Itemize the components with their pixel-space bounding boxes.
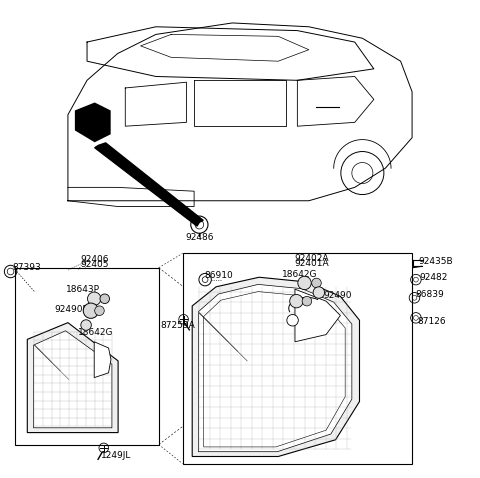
Circle shape [87,292,101,305]
Text: 18642G: 18642G [78,328,113,337]
Circle shape [100,294,109,304]
Text: 92402A: 92402A [294,254,329,262]
Polygon shape [95,143,203,226]
Polygon shape [295,289,340,342]
Text: 86910: 86910 [204,272,233,280]
Text: 92486: 92486 [185,233,214,242]
Polygon shape [192,277,360,456]
Bar [15,268,159,445]
Text: 87393: 87393 [12,263,41,272]
Polygon shape [94,342,111,378]
Circle shape [81,320,91,330]
Text: 18643P: 18643P [66,285,100,294]
Polygon shape [34,331,112,428]
Text: 18644F: 18644F [264,304,298,313]
Polygon shape [198,284,352,452]
Circle shape [290,294,303,308]
Circle shape [302,296,312,306]
Text: 87126: 87126 [417,317,445,326]
Text: 92482: 92482 [420,273,448,282]
Polygon shape [75,103,110,141]
Circle shape [313,287,324,298]
Text: 87259A: 87259A [160,322,195,330]
Circle shape [95,306,104,315]
Text: 92490B: 92490B [54,305,89,314]
Circle shape [83,303,98,318]
Text: 92490: 92490 [324,291,352,300]
Text: 1249JL: 1249JL [100,451,131,459]
Text: 92405: 92405 [80,260,108,269]
Text: 92406: 92406 [80,255,108,263]
Circle shape [298,276,311,290]
Circle shape [312,278,321,288]
Text: 92435B: 92435B [419,258,453,266]
Bar [182,253,412,464]
Text: 92401A: 92401A [294,259,329,268]
Circle shape [287,315,298,326]
Text: 86839: 86839 [416,291,444,299]
Polygon shape [27,323,118,433]
Text: 18642G: 18642G [282,270,317,279]
